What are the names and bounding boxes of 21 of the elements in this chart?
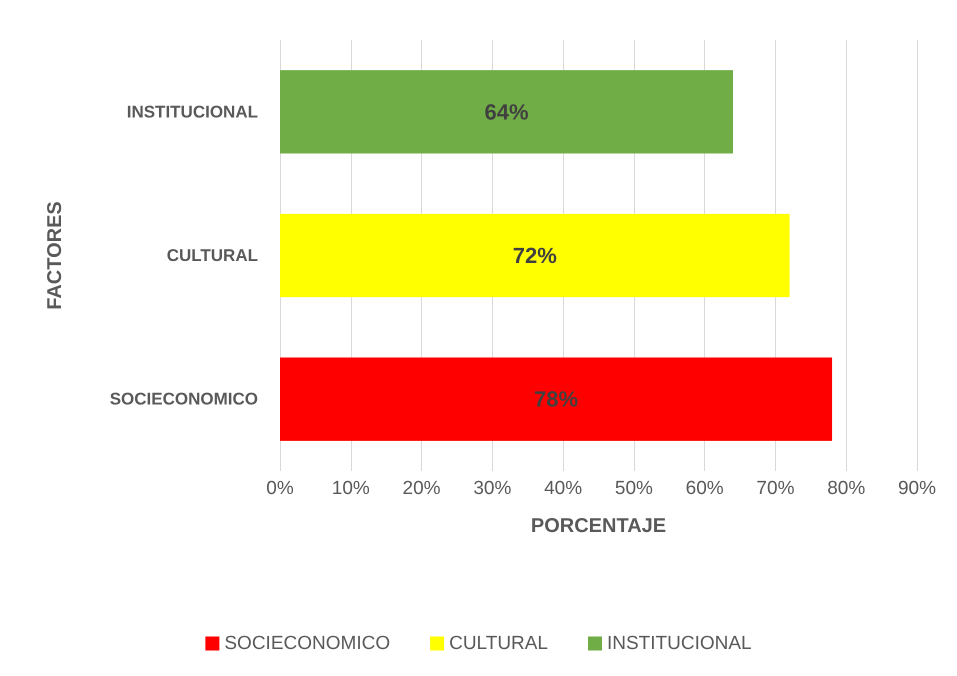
data-label: 72% <box>512 243 557 268</box>
x-axis-title: PORCENTAJE <box>530 515 666 537</box>
x-tick-label: 30% <box>473 478 512 499</box>
x-tick-label: 70% <box>756 478 795 499</box>
data-label: 78% <box>534 386 578 412</box>
x-tick-label: 60% <box>686 478 724 499</box>
x-tick-label: 20% <box>402 478 441 499</box>
y-axis-title: FACTORES <box>44 201 66 310</box>
x-tick-label: 80% <box>827 478 866 499</box>
x-tick-label: 90% <box>898 478 936 499</box>
legend-label: CULTURAL <box>449 633 548 654</box>
y-tick-label: CULTURAL <box>166 246 258 265</box>
y-tick-label: SOCIECONOMICO <box>110 390 258 409</box>
data-label: 64% <box>484 99 529 124</box>
x-tick-label: 40% <box>544 478 582 499</box>
x-tick-label: 50% <box>614 478 654 499</box>
legend-label: SOCIECONOMICO <box>224 633 390 654</box>
x-tick-label: 0% <box>266 478 294 499</box>
legend-label: INSTITUCIONAL <box>606 633 752 654</box>
x-tick-label: 10% <box>332 478 370 499</box>
y-tick-label: INSTITUCIONAL <box>126 102 258 122</box>
